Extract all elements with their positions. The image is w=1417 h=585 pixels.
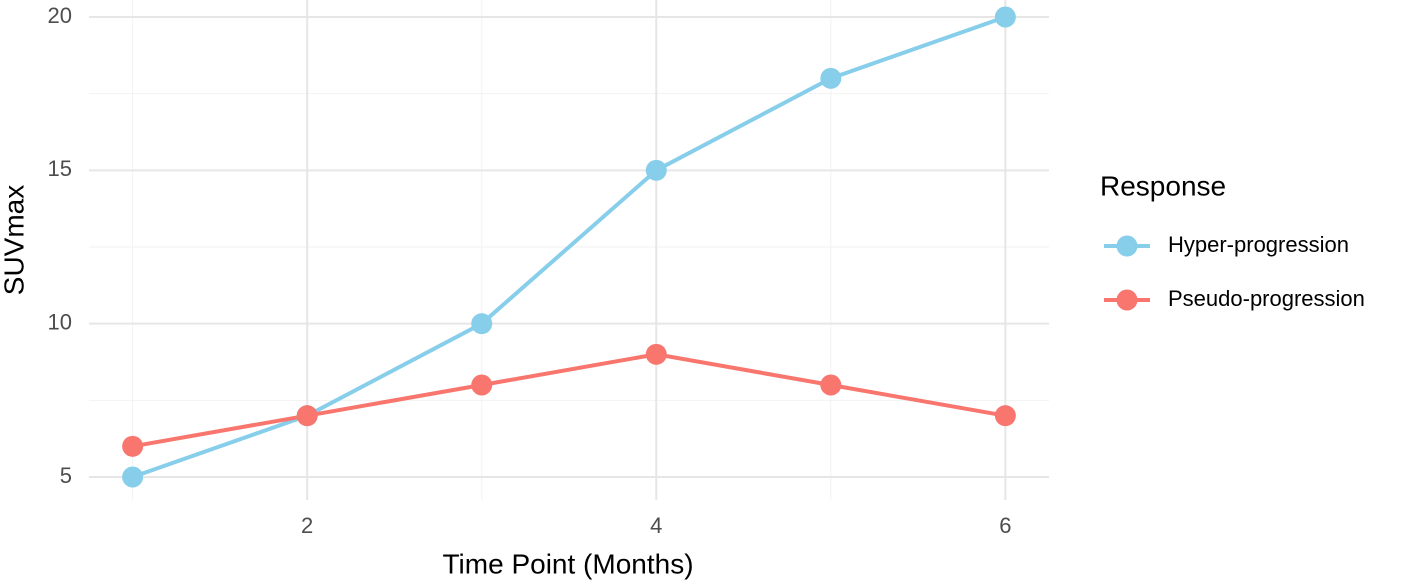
legend-label: Hyper-progression [1168, 232, 1349, 257]
data-point [122, 435, 144, 457]
data-point [820, 67, 842, 89]
data-point [471, 374, 493, 396]
x-tick-label: 6 [999, 513, 1011, 538]
legend-title: Response [1100, 170, 1226, 201]
series-line [132, 352, 1006, 449]
data-point [645, 159, 667, 181]
y-tick-label: 10 [48, 309, 72, 334]
legend-key-point [1116, 235, 1138, 257]
legend-key-point [1116, 289, 1138, 311]
data-point [296, 405, 318, 427]
data-point [471, 313, 493, 335]
y-tick-label: 5 [60, 463, 72, 488]
x-tick-label: 2 [301, 513, 313, 538]
series-line [131, 15, 1007, 479]
x-axis-title: Time Point (Months) [442, 548, 693, 579]
data-point [994, 405, 1016, 427]
data-point [122, 466, 144, 488]
y-axis-title: SUVmax [0, 185, 29, 295]
x-tick-label: 4 [650, 513, 662, 538]
y-tick-label: 15 [48, 156, 72, 181]
data-point [994, 6, 1016, 28]
legend-label: Pseudo-progression [1168, 286, 1365, 311]
data-point [820, 374, 842, 396]
data-point [645, 343, 667, 365]
y-tick-label: 20 [48, 3, 72, 28]
